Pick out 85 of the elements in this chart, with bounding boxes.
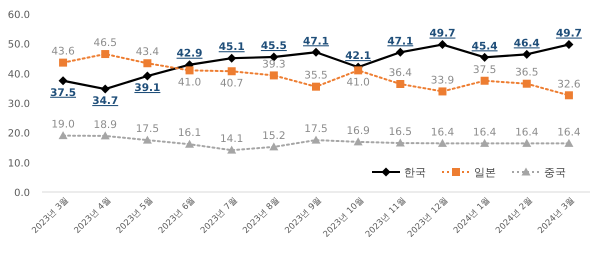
data-label: 37.5 [472, 64, 496, 76]
legend-label: 한국 [404, 166, 426, 179]
data-label: 36.5 [515, 66, 538, 79]
legend-label: 일본 [474, 166, 496, 179]
point [185, 140, 194, 148]
data-label: 17.5 [304, 123, 328, 136]
point [312, 136, 320, 144]
point [228, 67, 236, 76]
point [143, 59, 152, 68]
point [101, 50, 110, 58]
data-label: 39.1 [134, 82, 160, 94]
point [438, 87, 446, 96]
data-label: 16.1 [178, 127, 202, 140]
point [227, 146, 236, 154]
point [354, 137, 363, 146]
data-label: 37.5 [50, 86, 76, 99]
data-label: 46.5 [94, 37, 117, 50]
data-label: 16.4 [430, 126, 454, 138]
data-label: 41.0 [346, 76, 370, 88]
point [58, 76, 68, 86]
data-label: 46.4 [514, 37, 540, 50]
data-label: 35.5 [304, 70, 328, 82]
data-label: 36.4 [388, 67, 412, 80]
y-tick-label: 0.0 [14, 188, 30, 199]
y-tick-label: 40.0 [8, 69, 30, 80]
data-label: 34.7 [92, 95, 118, 108]
point [438, 138, 447, 147]
data-label: 40.7 [220, 77, 244, 90]
data-label: 47.1 [303, 35, 329, 48]
point [438, 40, 447, 50]
point [142, 136, 152, 144]
point [522, 50, 532, 59]
point [396, 80, 404, 88]
y-tick-label: 50.0 [8, 40, 30, 51]
point [522, 80, 531, 88]
data-label: 14.1 [220, 133, 244, 146]
data-label: 47.1 [387, 35, 414, 48]
data-label: 16.5 [388, 126, 412, 138]
data-label: 42.9 [176, 48, 202, 60]
point [269, 142, 278, 150]
point [59, 58, 68, 67]
data-label: 45.5 [260, 40, 287, 52]
data-label: 16.4 [557, 126, 581, 138]
data-label: 45.4 [472, 40, 498, 52]
data-label: 16.4 [472, 126, 497, 138]
data-label: 49.7 [556, 28, 582, 40]
point [312, 48, 320, 57]
point [186, 66, 194, 74]
data-label: 17.5 [136, 123, 160, 136]
point [564, 91, 573, 100]
data-label: 42.1 [345, 50, 372, 62]
data-label: 16.4 [515, 126, 539, 138]
point [354, 66, 362, 74]
data-label: 41.0 [178, 76, 202, 88]
data-label: 16.9 [346, 124, 370, 137]
data-label: 15.2 [262, 130, 286, 142]
point [58, 131, 68, 140]
data-label: 45.1 [218, 41, 245, 54]
data-label: 43.6 [51, 46, 76, 58]
y-tick-label: 20.0 [8, 128, 30, 140]
data-label: 43.4 [136, 46, 160, 58]
point [480, 76, 489, 85]
point [480, 138, 490, 147]
legend-label: 중국 [544, 166, 566, 179]
data-label: 33.9 [430, 74, 454, 86]
point [396, 138, 405, 147]
y-tick-label: 30.0 [8, 99, 30, 110]
point [270, 71, 278, 80]
point [396, 48, 405, 57]
point [100, 131, 110, 140]
data-label: 32.6 [557, 78, 581, 90]
data-label: 39.3 [262, 58, 286, 70]
y-tick-label: 10.0 [8, 158, 30, 170]
point [312, 82, 320, 91]
y-tick-label: 60.0 [8, 10, 30, 21]
point [142, 72, 152, 81]
point [100, 84, 110, 94]
data-label: 18.9 [94, 118, 117, 131]
data-label: 49.7 [430, 28, 456, 40]
data-label: 19.0 [51, 118, 75, 131]
point [564, 40, 574, 50]
point [227, 54, 236, 63]
point [522, 138, 532, 147]
point [480, 52, 490, 62]
point [564, 138, 574, 147]
